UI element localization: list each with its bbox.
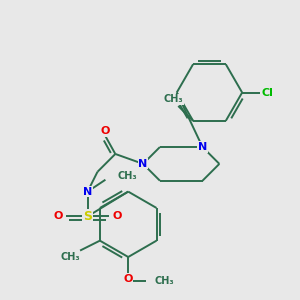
Text: CH₃: CH₃ [155,276,175,286]
Text: CH₃: CH₃ [60,253,80,262]
Text: S: S [83,210,92,223]
Text: O: O [101,126,110,136]
Text: CH₃: CH₃ [117,171,137,181]
Text: N: N [83,187,92,196]
Text: O: O [53,212,62,221]
Text: N: N [138,159,148,169]
Text: CH₃: CH₃ [164,94,183,104]
Text: O: O [124,274,133,284]
Text: O: O [112,212,122,221]
Text: N: N [198,142,207,152]
Text: Cl: Cl [262,88,274,98]
